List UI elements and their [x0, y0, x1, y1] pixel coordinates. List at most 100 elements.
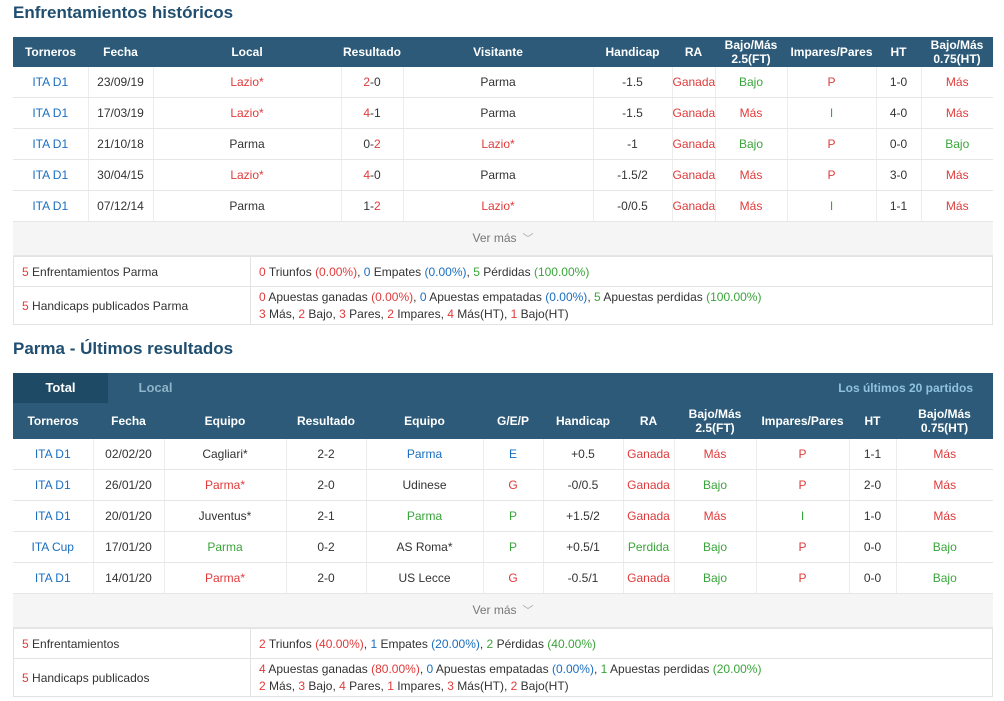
home-team[interactable]: Juventus*	[164, 500, 287, 532]
chevron-down-icon: ﹀	[522, 605, 534, 617]
tab-total[interactable]: Total	[13, 373, 108, 403]
tournament-link[interactable]: ITA Cup	[13, 531, 94, 563]
gep-result: G	[483, 562, 544, 594]
summary-count: 5	[22, 298, 29, 313]
home-team[interactable]: Parma*	[164, 562, 287, 594]
ra-result: Ganada	[623, 469, 675, 501]
tournament-link[interactable]: ITA D1	[13, 159, 89, 191]
draws-label: Empates	[380, 636, 428, 651]
away-team[interactable]: Parma	[366, 500, 484, 532]
match-score: 0-2	[341, 128, 404, 160]
tournament-link[interactable]: ITA D1	[13, 67, 89, 98]
handicap-value: -0.5/1	[543, 562, 624, 594]
col-header-visitante: Visitante	[403, 37, 593, 67]
tournament-link[interactable]: ITA D1	[13, 97, 89, 129]
summary-row-handicaps: 5 Handicaps publicados Parma 0 Apuestas …	[13, 286, 993, 325]
pares-count: 3	[339, 306, 346, 321]
away-team[interactable]: Lazio*	[403, 190, 594, 222]
away-team[interactable]: Parma	[403, 67, 594, 98]
handicap-value: -0/0.5	[593, 190, 673, 222]
masht-label: Más(HT),	[457, 678, 508, 693]
handicap-value: -1	[593, 128, 673, 160]
col-header-local: Local	[153, 37, 341, 67]
col-header-ra: RA	[672, 37, 715, 67]
pares-count: 4	[339, 678, 346, 693]
tournament-link[interactable]: ITA D1	[13, 469, 94, 501]
col-header-fecha: Fecha	[93, 403, 164, 439]
home-team[interactable]: Lazio*	[153, 67, 342, 98]
home-team[interactable]: Lazio*	[153, 97, 342, 129]
last-matches-label[interactable]: Los últimos 20 partidos	[838, 381, 973, 395]
ra-result: Ganada	[623, 439, 675, 470]
recent-summary: 5 Enfrentamientos 2 Triunfos (40.00%), 1…	[13, 628, 993, 697]
match-date: 02/02/20	[93, 439, 165, 470]
col-header-ht: HT	[876, 37, 921, 67]
summary-label: Enfrentamientos Parma	[32, 264, 159, 279]
won-label: Apuestas ganadas	[268, 661, 368, 676]
home-team[interactable]: Parma	[153, 128, 342, 160]
ou-ft-result: Más	[674, 439, 757, 470]
impares-count: 2	[387, 306, 394, 321]
tournament-link[interactable]: ITA D1	[13, 439, 94, 470]
odd-even-result: P	[756, 531, 850, 563]
odd-even-result: I	[787, 97, 877, 129]
losses-label: Pérdidas	[496, 636, 544, 651]
away-team[interactable]: Parma	[366, 439, 484, 470]
recent-results-table: Torneros Fecha Equipo Resultado Equipo G…	[13, 403, 993, 594]
h2h-more-button[interactable]: Ver más ﹀	[13, 222, 993, 256]
summary-count: 5	[22, 636, 29, 651]
mas-label: Más,	[269, 678, 296, 693]
summary-row-handicaps: 5 Handicaps publicados 4 Apuestas ganada…	[13, 658, 993, 697]
ou-ht-result: Bajo	[896, 531, 993, 563]
recent-more-button[interactable]: Ver más ﹀	[13, 594, 993, 628]
tournament-link[interactable]: ITA D1	[13, 562, 94, 594]
match-score: 0-2	[286, 531, 367, 563]
tournament-link[interactable]: ITA D1	[13, 190, 89, 222]
draws-count: 1	[370, 636, 378, 651]
col-header-torneros: Torneros	[13, 37, 88, 67]
away-team[interactable]: AS Roma*	[366, 531, 484, 563]
tab-local[interactable]: Local	[138, 380, 173, 395]
ht-score: 2-0	[849, 469, 897, 501]
tied-pct: (0.00%)	[551, 661, 594, 676]
ht-score: 0-0	[849, 562, 897, 594]
score-away: 0	[374, 168, 381, 182]
ou-ft-result: Bajo	[674, 531, 757, 563]
ht-score: 1-1	[876, 190, 922, 222]
col-header-ou-ft: Bajo/Más 2.5(FT)	[674, 403, 756, 439]
ht-score: 1-0	[849, 500, 897, 532]
wins-count: 0	[259, 264, 266, 279]
impares-count: 1	[387, 678, 394, 693]
col-header-ou-ht: Bajo/Más 0.75(HT)	[921, 37, 993, 67]
away-team[interactable]: Parma	[403, 159, 594, 191]
tournament-link[interactable]: ITA D1	[13, 500, 94, 532]
away-team[interactable]: Parma	[403, 97, 594, 129]
tied-count: 0	[419, 289, 427, 304]
match-date: 17/01/20	[93, 531, 165, 563]
home-team[interactable]: Parma	[153, 190, 342, 222]
odd-even-result: P	[756, 562, 850, 594]
bajoht-count: 2	[510, 678, 518, 693]
won-pct: (80.00%)	[371, 661, 420, 676]
score-home: 4	[363, 106, 370, 120]
table-row: ITA D1 30/04/15 Lazio* 4-0 Parma -1.5/2 Ganada…	[13, 159, 993, 191]
match-date: 30/04/15	[88, 159, 154, 191]
odd-even-result: P	[787, 67, 877, 98]
tournament-link[interactable]: ITA D1	[13, 128, 89, 160]
summary-label: Handicaps publicados	[32, 670, 150, 685]
away-team[interactable]: US Lecce	[366, 562, 484, 594]
away-team[interactable]: Lazio*	[403, 128, 594, 160]
home-team[interactable]: Cagliari*	[164, 439, 287, 470]
tied-label: Apuestas empatadas	[429, 289, 542, 304]
ht-score: 1-0	[876, 67, 922, 98]
home-team[interactable]: Parma*	[164, 469, 287, 501]
home-team[interactable]: Lazio*	[153, 159, 342, 191]
won-count: 0	[259, 289, 266, 304]
away-team[interactable]: Udinese	[366, 469, 484, 501]
ou-ft-result: Bajo	[715, 67, 788, 98]
match-score: 2-0	[286, 469, 367, 501]
home-team[interactable]: Parma	[164, 531, 287, 563]
col-header-ht: HT	[849, 403, 896, 439]
lost-pct: (20.00%)	[712, 661, 762, 676]
impares-label: Impares,	[397, 306, 444, 321]
